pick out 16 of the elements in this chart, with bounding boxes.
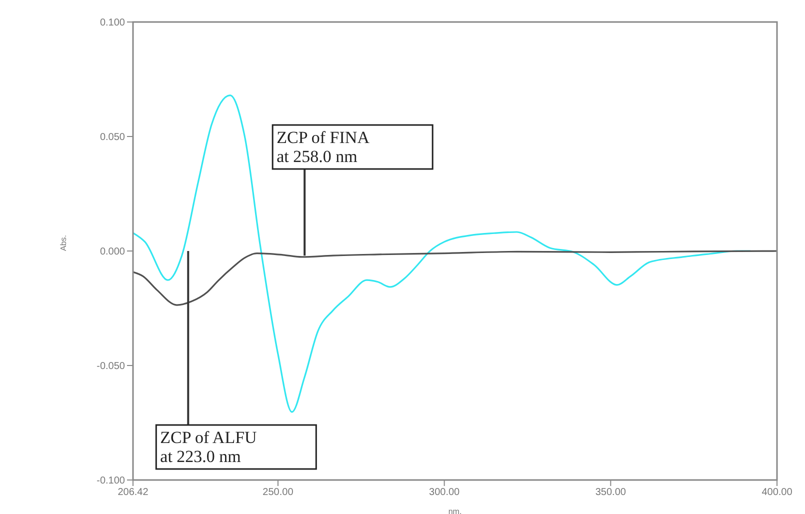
line-series — [133, 94, 752, 413]
line-series — [133, 250, 777, 306]
annotation: ZCP of ALFU at 223.0 nm — [160, 428, 257, 466]
y-tick-label: 0.050 — [100, 132, 126, 144]
x-tick-label: 400.00 — [762, 487, 793, 498]
y-tick-label: 0.100 — [100, 18, 126, 29]
y-tick-label: -0.050 — [96, 361, 126, 372]
y-axis-title: Abs. — [58, 234, 68, 251]
y-tick-label: -0.100 — [96, 476, 126, 487]
annotation: ZCP of FINA at 258.0 nm — [276, 128, 370, 166]
x-tick-label: 350.00 — [595, 487, 626, 498]
x-tick-label: 300.00 — [429, 487, 460, 498]
x-tick-label: 206.42 — [118, 487, 149, 498]
y-tick-label: 0.000 — [100, 246, 126, 258]
x-tick-label: 250.00 — [262, 487, 294, 498]
x-axis-title: nm. — [448, 507, 462, 514]
